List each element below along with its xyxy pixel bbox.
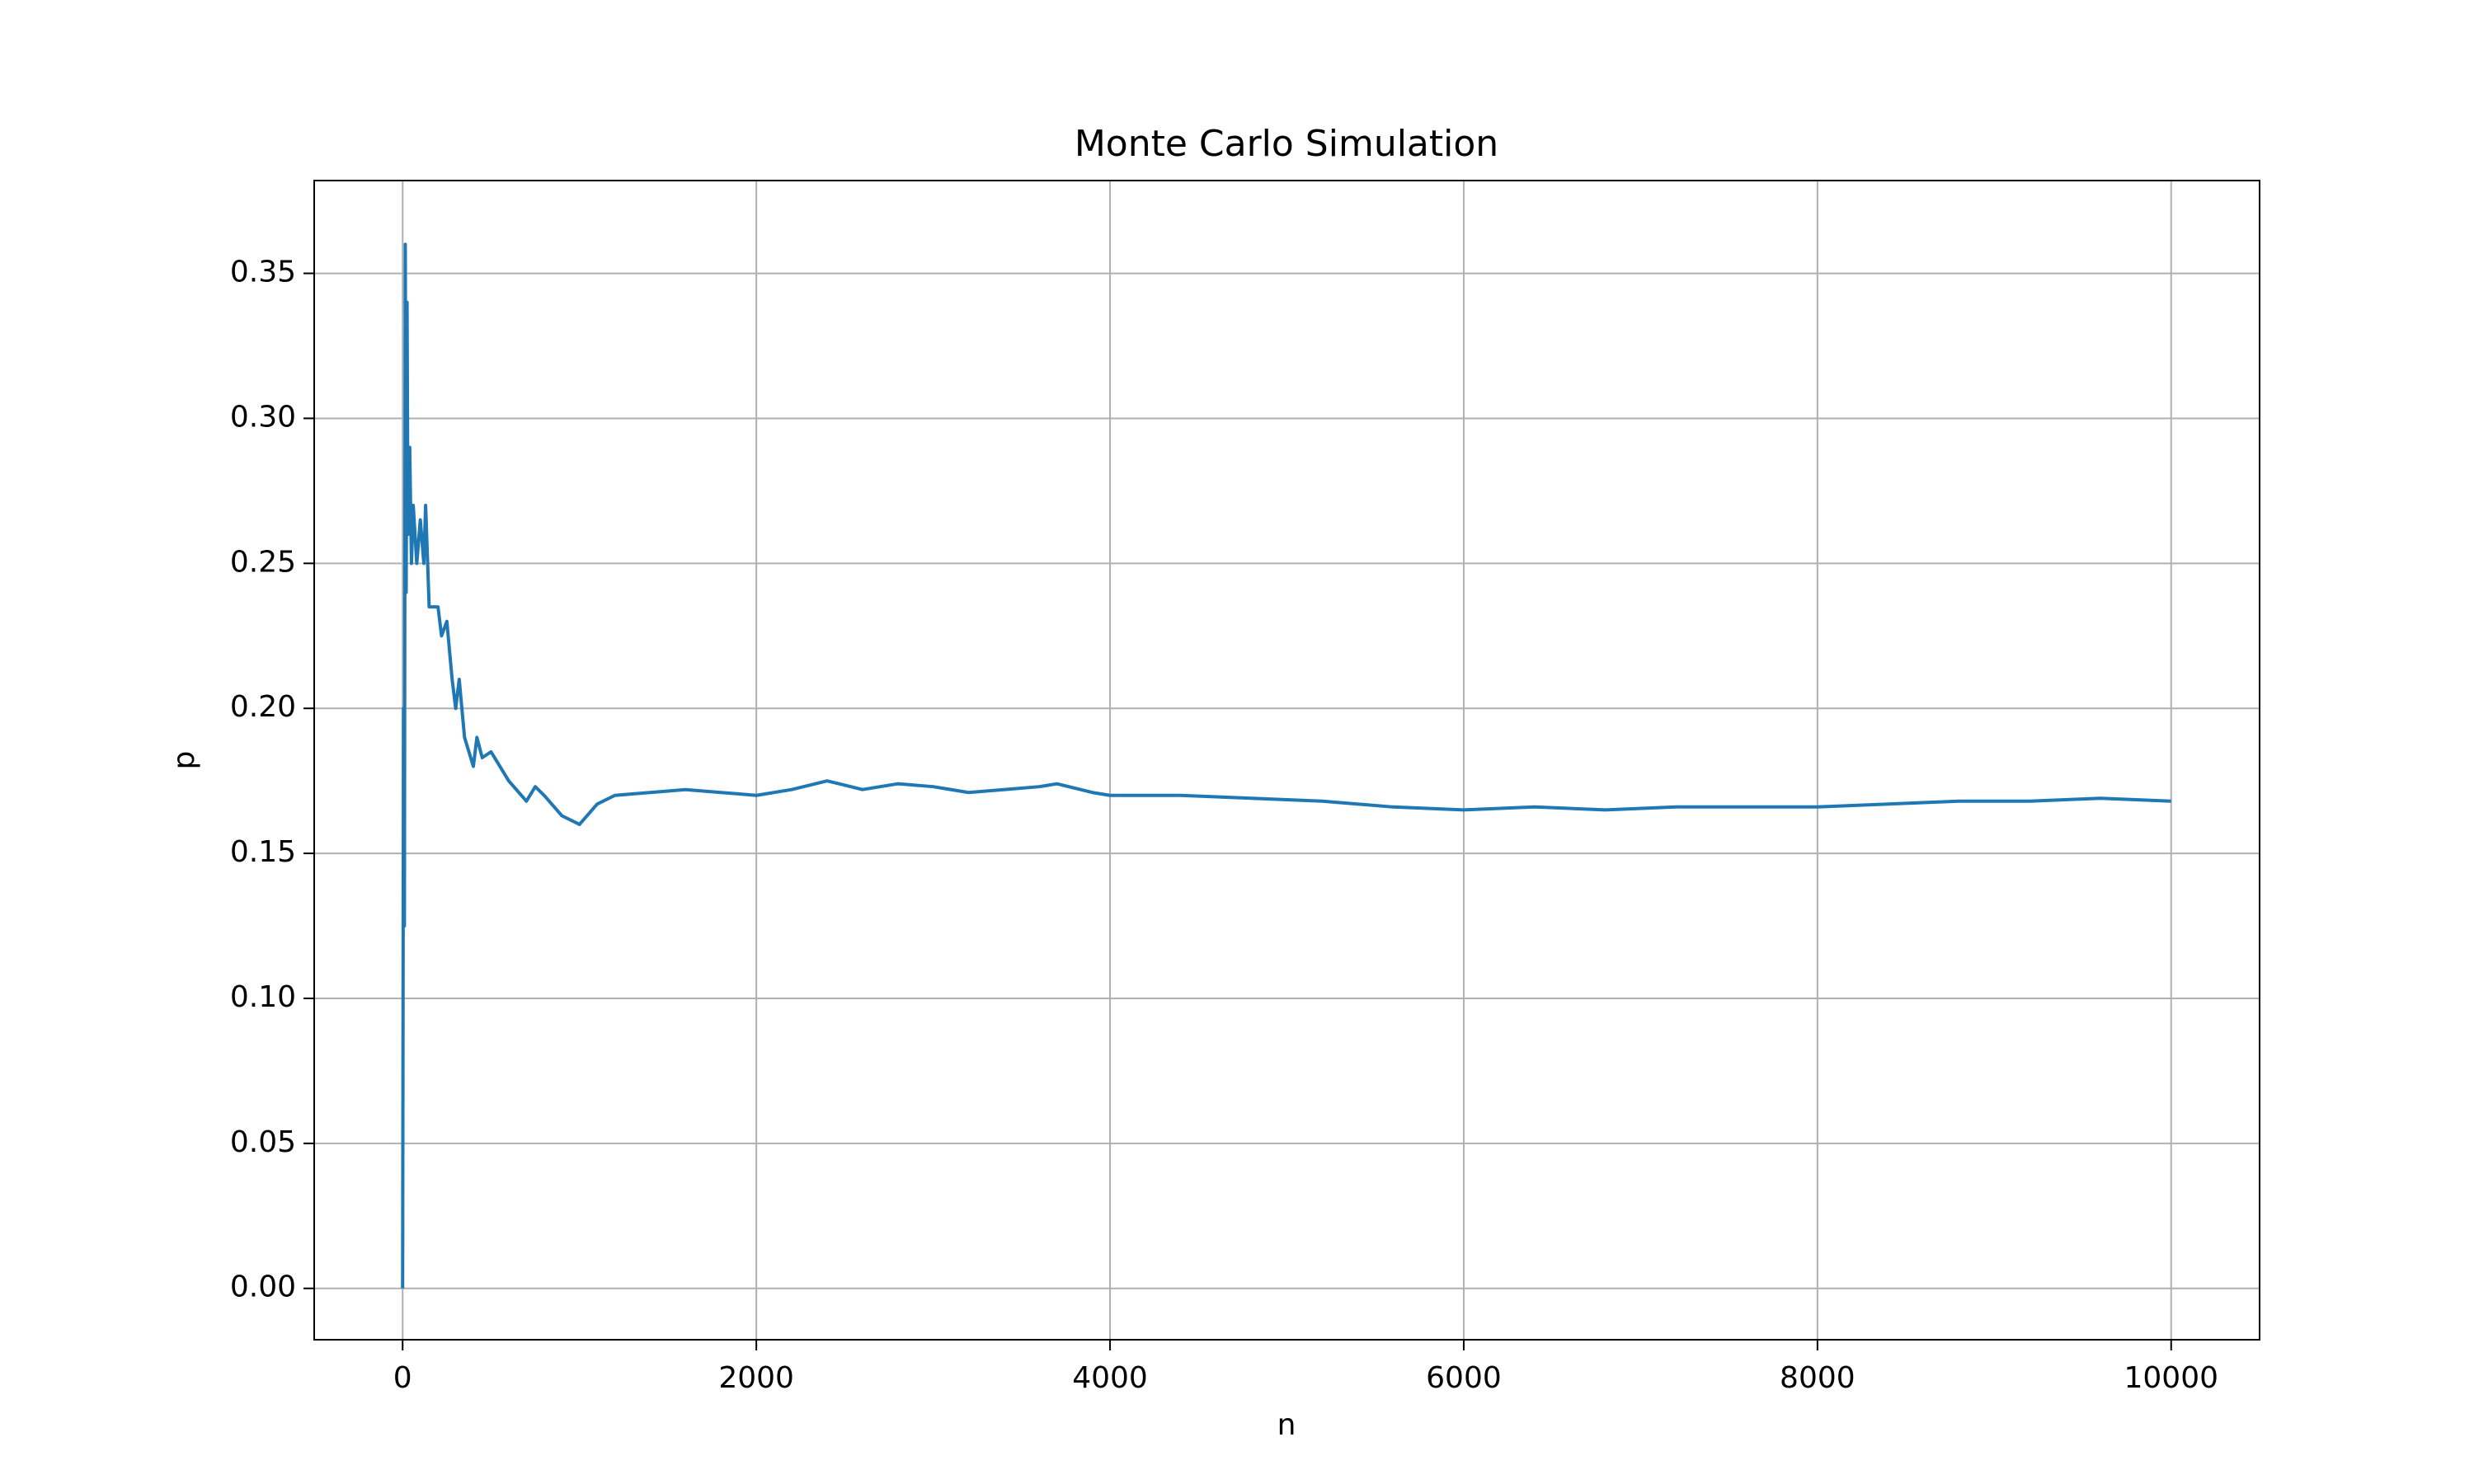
x-tick-label: 0 [393,1361,412,1395]
chart-title: Monte Carlo Simulation [1075,123,1498,165]
y-tick-label: 0.25 [230,545,296,579]
y-tick-label: 0.30 [230,400,296,434]
x-tick-label: 10000 [2124,1361,2219,1395]
x-tick-label: 2000 [718,1361,794,1395]
x-tick-label: 4000 [1072,1361,1148,1395]
y-tick-label: 0.10 [230,980,296,1014]
x-tick-label: 6000 [1426,1361,1502,1395]
data-line [401,242,2171,1289]
y-tick-label: 0.05 [230,1125,296,1159]
y-tick-label: 0.20 [230,690,296,724]
y-tick-label: 0.15 [230,835,296,869]
plot-frame [313,180,2260,1341]
y-axis-label: p [167,751,201,770]
y-tick-label: 0.00 [230,1270,296,1304]
y-tick-label: 0.35 [230,256,296,289]
x-tick-label: 8000 [1780,1361,1856,1395]
x-axis-label: n [1277,1408,1296,1442]
